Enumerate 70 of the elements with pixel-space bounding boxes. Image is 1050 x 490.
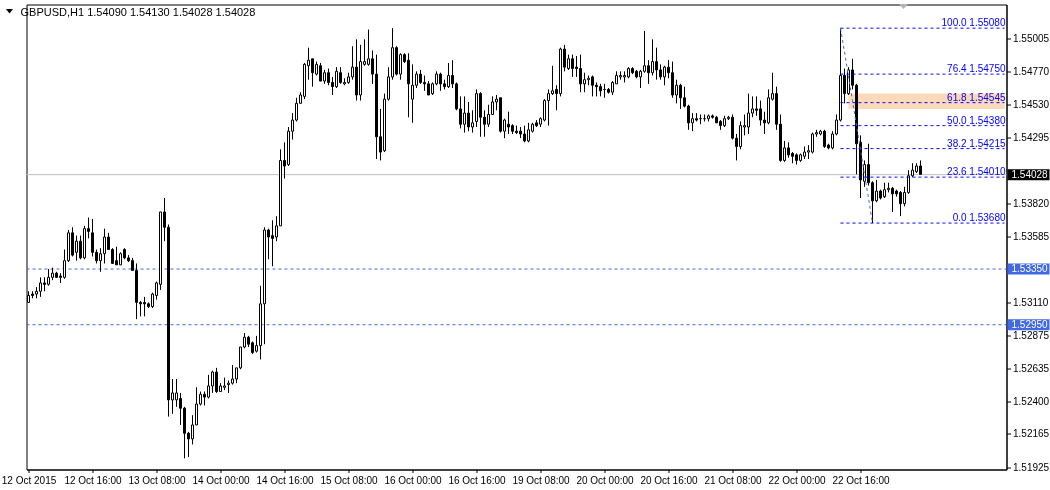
line-series [840,27,873,224]
candlestick [899,191,902,217]
candlestick [407,52,410,118]
series-label: 0.0 1.53680 [952,212,1006,224]
y-tick-label: 1.53110 [1013,296,1049,308]
x-tick-label: 21 Oct 08:00 [704,475,763,486]
candlestick [679,84,682,110]
x-tick-label: 22 Oct 00:00 [768,475,827,486]
candlestick [227,379,230,394]
candlestick [631,68,634,74]
y-tick-label: 1.53820 [1013,198,1050,210]
series-label: 100.0 1.55080 [941,17,1006,29]
series-label: 50.0 1.54380 [947,114,1006,126]
candlestick [271,219,274,267]
x-tick-label: 12 Oct 16:00 [64,475,123,486]
candlestick [335,66,338,88]
candlestick [875,179,878,202]
x-tick-label: 20 Oct 00:00 [576,475,635,486]
candlestick [823,130,826,148]
x-tick-label: 22 Oct 16:00 [832,475,891,486]
candlestick [411,63,414,124]
x-tick-label: 16 Oct 16:00 [448,475,507,486]
y-tick-label: 1.54770 [1013,65,1050,77]
y-tick-label: 1.54530 [1013,99,1050,111]
y-tick-label: 1.52400 [1013,395,1050,407]
x-tick-label: 15 Oct 08:00 [320,475,379,486]
candlestick [135,262,138,320]
x-tick-label: 19 Oct 08:00 [512,475,571,486]
y-tick-label: 1.52635 [1013,363,1050,375]
y-tick-label: 1.52875 [1013,329,1050,341]
candlestick [767,88,770,124]
candlestick [47,268,50,285]
candlestick [547,88,550,127]
candlestick [311,58,314,88]
series-label: 76.4 1.54750 [947,63,1006,75]
series-label: 23.6 1.54010 [947,166,1006,178]
candlestick [795,154,798,166]
x-tick-label: 14 Oct 16:00 [256,475,315,486]
candlestick [395,47,398,75]
candlestick [719,120,722,131]
x-tick-label: 12 Oct 2015 [1,475,57,486]
series-label: 61.8 1.54545 [947,91,1006,103]
ref-line-label: 1.52950 [1011,318,1049,330]
x-tick-label: 16 Oct 00:00 [384,475,443,486]
candlestick [115,246,118,266]
ref-line-label: 1.53350 [1011,263,1049,275]
chart-title: GBPUSD,H1 1.54090 1.54130 1.54028 1.54028 [20,5,256,18]
candlestick [891,187,894,213]
y-tick-label: 1.52165 [1013,428,1050,440]
candlestick [651,38,654,76]
x-tick-label: 14 Oct 00:00 [192,475,251,486]
candlestick [479,93,482,138]
y-tick-label: 1.55005 [1013,33,1050,45]
series-label: 38.2 1.54215 [947,137,1006,149]
candlestick [375,54,378,160]
ref-line-label: 1.54028 [1011,168,1049,180]
candlestick [55,272,58,278]
y-tick-label: 1.53585 [1013,230,1050,242]
candlestick [447,62,450,88]
y-tick-label: 1.54295 [1013,131,1050,143]
candlestick [799,154,802,161]
candlestick [655,47,658,81]
candlestick [231,364,234,384]
candlestick [119,253,122,266]
candlestick [499,97,502,132]
candlestick [715,116,718,124]
x-tick-label: 13 Oct 08:00 [128,475,187,486]
x-tick-label: 20 Oct 16:00 [640,475,699,486]
candlestick [463,95,466,134]
y-tick-label: 1.51925 [1013,461,1050,473]
